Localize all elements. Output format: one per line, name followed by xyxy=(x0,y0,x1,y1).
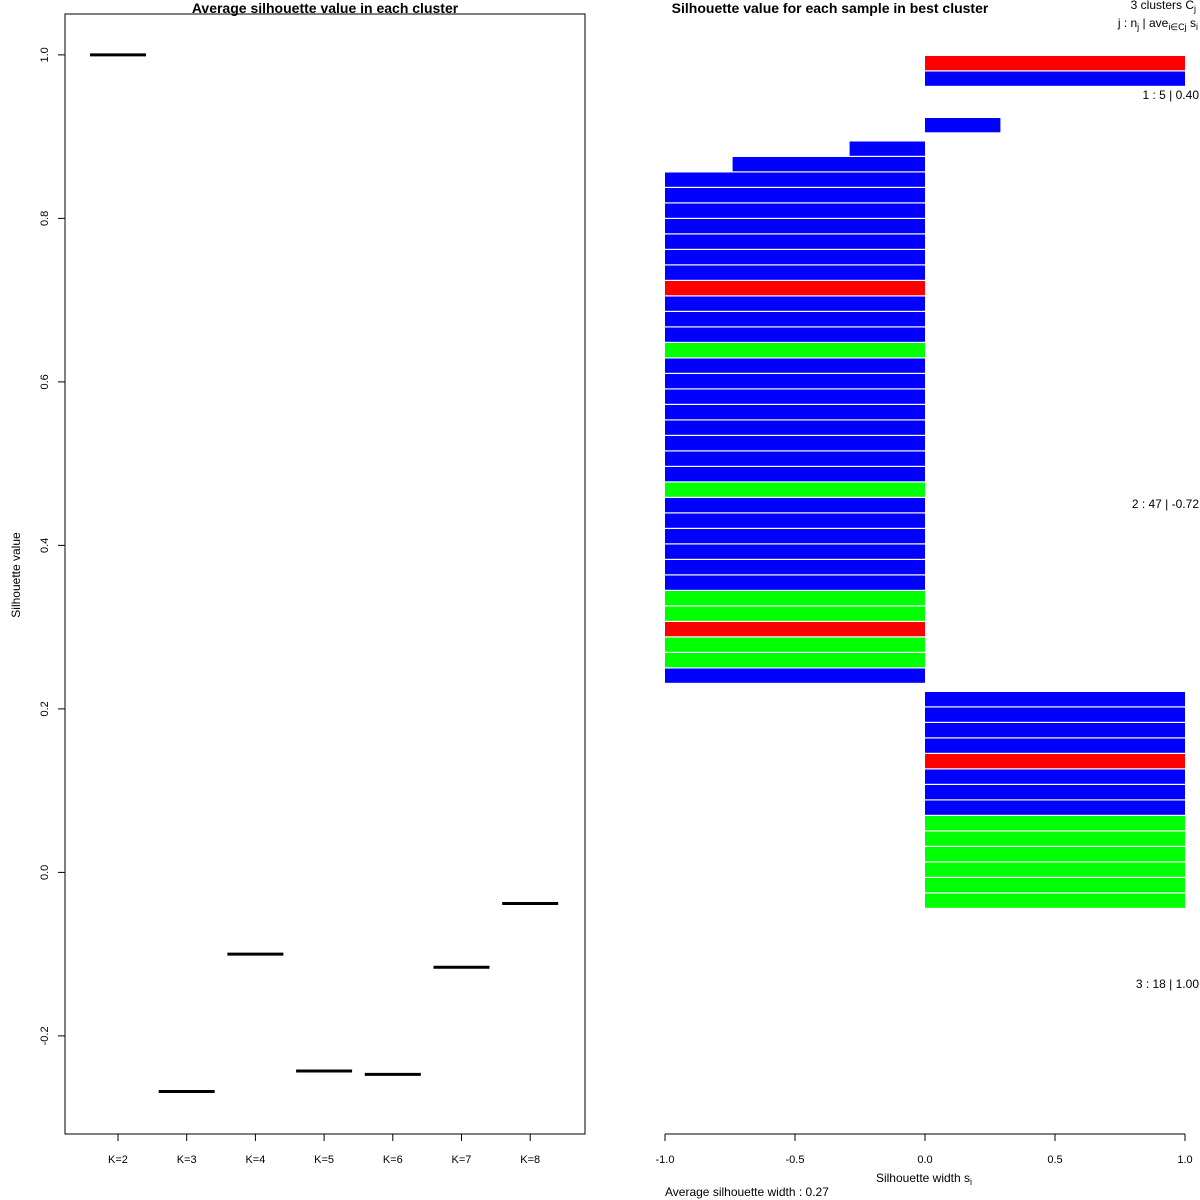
silhouette-bar xyxy=(665,343,925,358)
silhouette-bar xyxy=(665,405,925,420)
silhouette-bar xyxy=(925,754,1185,769)
silhouette-bar xyxy=(665,203,925,218)
left-x-tick-label: K=3 xyxy=(177,1154,197,1166)
left-x-tick-label: K=2 xyxy=(108,1154,128,1166)
silhouette-bar xyxy=(665,219,925,234)
silhouette-bar xyxy=(665,265,925,280)
left-x-tick-label: K=6 xyxy=(383,1154,403,1166)
legend-header: 3 clusters Cj xyxy=(1131,0,1196,14)
right-panel: Silhouette value for each sample in best… xyxy=(656,0,1200,1199)
silhouette-bar xyxy=(665,591,925,606)
silhouette-bar xyxy=(665,575,925,590)
left-x-tick-label: K=4 xyxy=(245,1154,265,1166)
silhouette-bar xyxy=(665,606,925,621)
right-x-axis-label: Silhouette width si xyxy=(876,1171,972,1187)
silhouette-bar xyxy=(665,234,925,249)
cluster-3-label: 3 : 18 | 1.00 xyxy=(1136,977,1199,991)
silhouette-bar xyxy=(925,692,1185,707)
left-y-axis-label: Silhouette value xyxy=(9,532,23,618)
silhouette-bar xyxy=(665,467,925,482)
silhouette-bar xyxy=(925,785,1185,800)
silhouette-bar xyxy=(925,738,1185,753)
right-title: Silhouette value for each sample in best… xyxy=(672,0,989,16)
left-y-tick-label: 0.8 xyxy=(39,211,51,226)
silhouette-bar xyxy=(665,482,925,497)
average-width-footer: Average silhouette width : 0.27 xyxy=(665,1185,829,1199)
silhouette-bar xyxy=(665,436,925,451)
silhouette-bar xyxy=(665,188,925,203)
left-y-tick-label: -0.2 xyxy=(39,1026,51,1045)
silhouette-bar xyxy=(665,327,925,342)
silhouette-bar xyxy=(925,118,1001,133)
cluster-2-label: 2 : 47 | -0.72 xyxy=(1132,497,1199,511)
silhouette-bar xyxy=(665,281,925,296)
silhouette-bar xyxy=(925,878,1185,893)
right-x-tick-label: 1.0 xyxy=(1177,1154,1192,1166)
silhouette-bar xyxy=(925,862,1185,877)
right-x-tick-label: 0.0 xyxy=(917,1154,932,1166)
right-x-tick-label: -1.0 xyxy=(656,1154,675,1166)
silhouette-bar xyxy=(925,816,1185,831)
silhouette-bar xyxy=(665,498,925,513)
left-x-tick-label: K=5 xyxy=(314,1154,334,1166)
left-y-tick-label: 0.0 xyxy=(39,865,51,880)
right-x-axis: -1.0 -0.5 0.0 0.5 1.0 xyxy=(656,1133,1193,1166)
right-x-tick-label: 0.5 xyxy=(1047,1154,1062,1166)
left-panel: Average silhouette value in each cluster… xyxy=(9,0,586,1166)
silhouette-bar xyxy=(665,172,925,187)
silhouette-bar xyxy=(665,250,925,265)
silhouette-bar xyxy=(925,723,1185,738)
cluster-1-label: 1 : 5 | 0.40 xyxy=(1143,88,1200,102)
silhouette-bar xyxy=(665,312,925,327)
left-y-tick-label: 0.4 xyxy=(39,538,51,553)
silhouette-bar xyxy=(925,707,1185,722)
silhouette-bar xyxy=(665,296,925,311)
left-x-tick-label: K=8 xyxy=(520,1154,540,1166)
left-y-tick-label: 0.2 xyxy=(39,701,51,716)
cluster-1-bars xyxy=(925,56,1185,133)
silhouette-bar xyxy=(665,420,925,435)
silhouette-bar xyxy=(925,769,1185,784)
silhouette-bar xyxy=(665,637,925,652)
left-x-tick-label: K=7 xyxy=(452,1154,472,1166)
silhouette-bar xyxy=(665,358,925,373)
silhouette-bar xyxy=(665,513,925,528)
right-x-tick-label: -0.5 xyxy=(786,1154,805,1166)
cluster-2-bars xyxy=(665,141,925,683)
silhouette-bar xyxy=(665,560,925,575)
silhouette-bars xyxy=(665,56,1185,908)
left-plot-box xyxy=(64,13,586,1135)
left-y-axis: -0.2 0.0 0.2 0.4 0.6 0.8 1.0 xyxy=(39,47,66,1045)
cluster-3-bars xyxy=(925,692,1185,908)
silhouette-bar xyxy=(665,622,925,637)
silhouette-bar xyxy=(665,451,925,466)
silhouette-bar xyxy=(665,389,925,404)
silhouette-bar xyxy=(925,56,1185,71)
silhouette-bar xyxy=(925,800,1185,815)
silhouette-bar xyxy=(665,653,925,668)
left-series xyxy=(90,53,559,1093)
left-title: Average silhouette value in each cluster xyxy=(192,0,459,16)
silhouette-bar xyxy=(665,529,925,544)
left-y-tick-label: 0.6 xyxy=(39,374,51,389)
silhouette-bar xyxy=(925,893,1185,908)
left-x-axis: K=2 K=3 K=4 K=5 K=6 K=7 K=8 xyxy=(108,1134,540,1166)
silhouette-bar xyxy=(732,157,925,172)
silhouette-bar xyxy=(849,141,925,156)
silhouette-bar xyxy=(925,847,1185,862)
silhouette-bar xyxy=(925,831,1185,846)
silhouette-bar xyxy=(925,71,1185,86)
legend-subheader: j : nj | avei∈Cj si xyxy=(1117,16,1198,32)
silhouette-bar xyxy=(665,544,925,559)
silhouette-bar xyxy=(665,668,925,683)
left-y-tick-label: 1.0 xyxy=(39,47,51,62)
silhouette-bar xyxy=(665,374,925,389)
